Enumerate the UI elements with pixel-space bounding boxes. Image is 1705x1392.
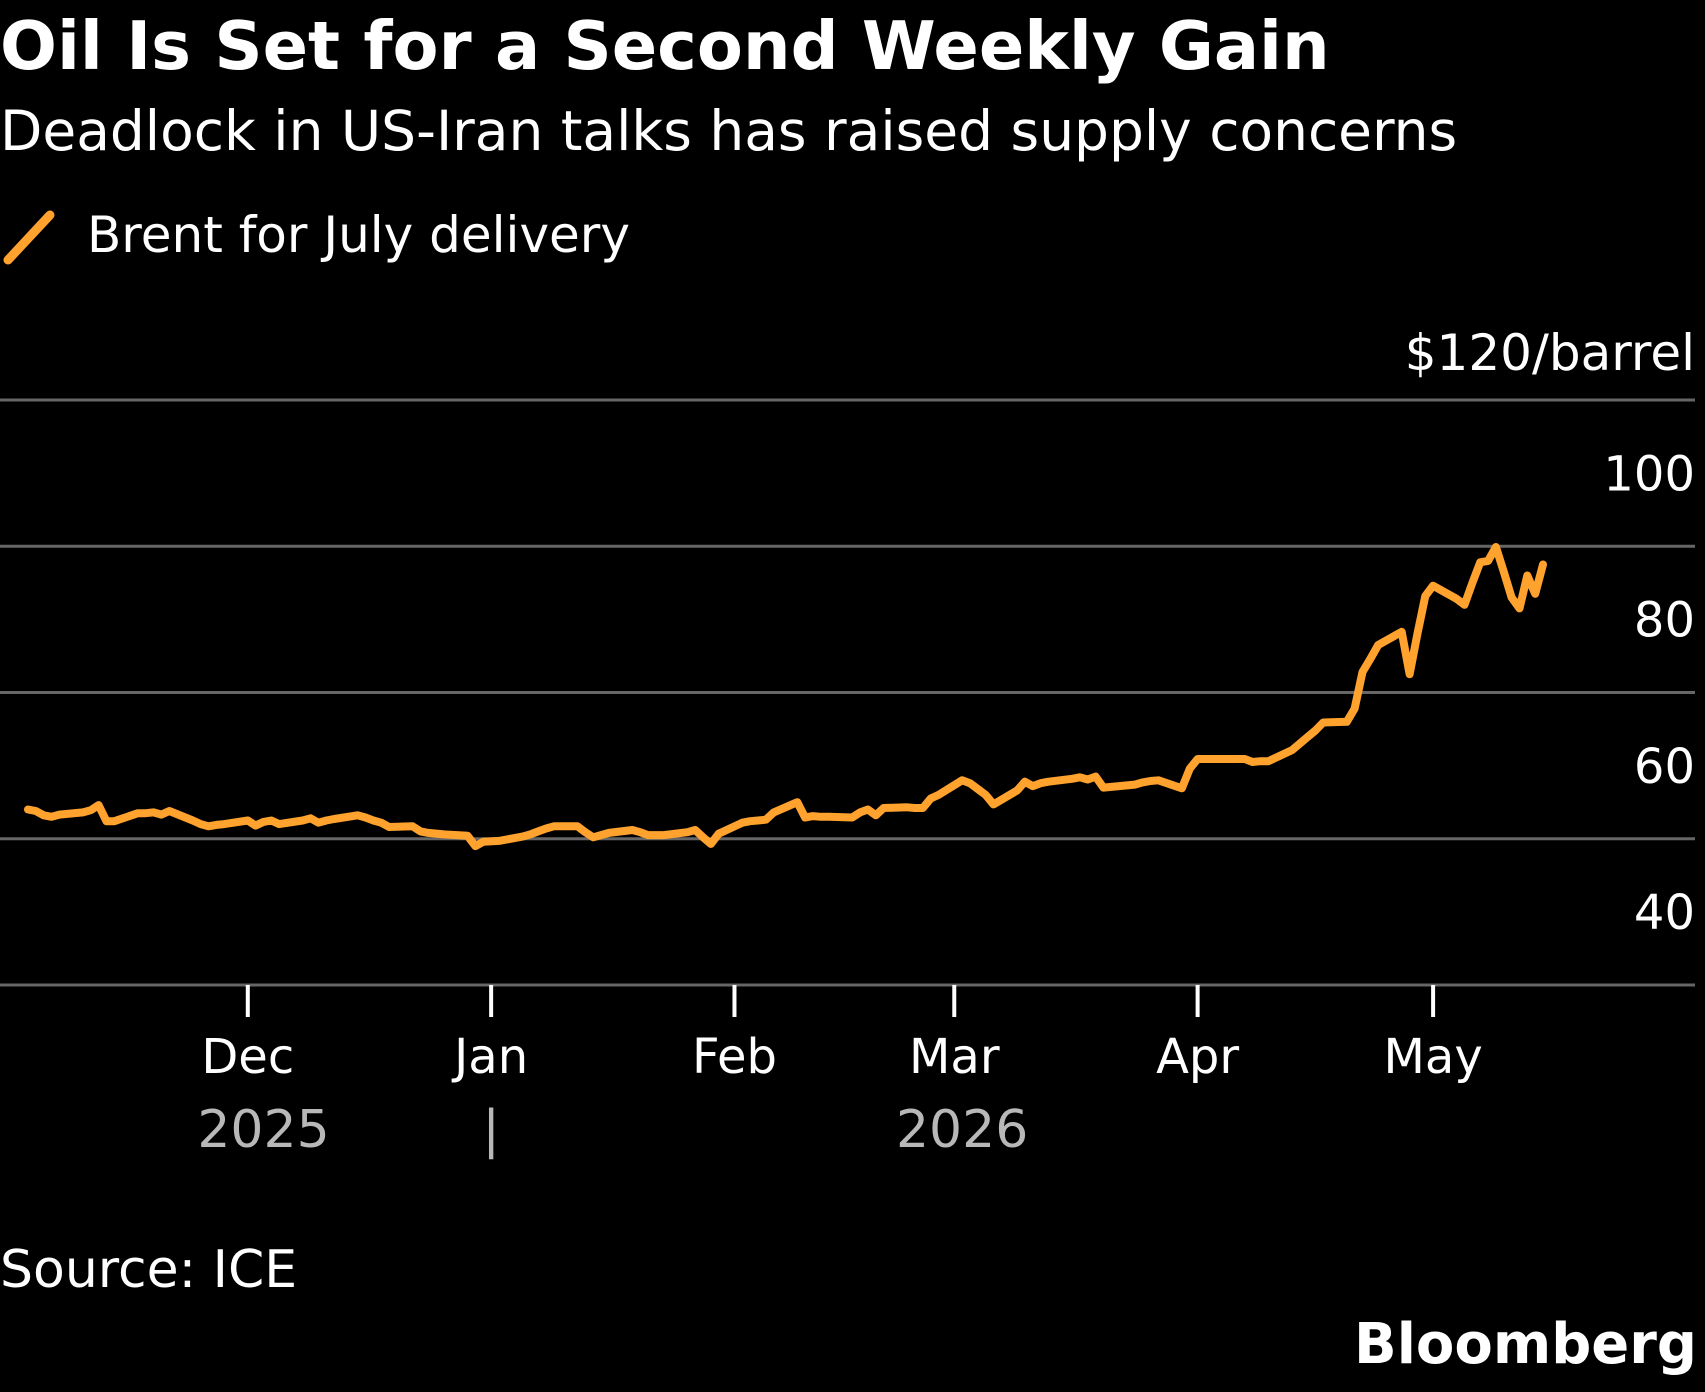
year-label-2: 2026 <box>896 1100 1028 1160</box>
legend-label-brent: Brent for July delivery <box>87 206 630 264</box>
source-note: Source: ICE <box>0 1240 298 1300</box>
year-label-0: 2025 <box>197 1100 329 1160</box>
y-tick-label-100: 100 <box>1603 446 1695 502</box>
chart-title: Oil Is Set for a Second Weekly Gain <box>0 7 1330 85</box>
chart-subtitle: Deadlock in US-Iran talks has raised sup… <box>0 99 1458 163</box>
x-tick-label-feb: Feb <box>692 1029 777 1085</box>
legend-line-icon <box>3 210 55 265</box>
x-tick-label-dec: Dec <box>201 1029 294 1085</box>
series-line-0 <box>24 543 1547 851</box>
legend: Brent for July delivery <box>0 200 630 270</box>
x-tick-label-may: May <box>1383 1029 1482 1085</box>
line-chart: 40 60 80 100 $120/barrel Dec Jan Feb Mar Apr May 20… <box>0 324 1695 1160</box>
x-tick-label-mar: Mar <box>909 1029 1000 1085</box>
bloomberg-logo: Bloomberg <box>1354 1312 1697 1377</box>
year-label-1: | <box>482 1100 500 1160</box>
y-tick-label-80: 80 <box>1634 593 1695 649</box>
x-tick-label-jan: Jan <box>451 1029 528 1085</box>
y-tick-label-40: 40 <box>1634 885 1695 941</box>
y-tick-label-60: 60 <box>1634 739 1695 795</box>
x-tick-label-apr: Apr <box>1156 1029 1239 1085</box>
y-tick-label-120: $120/barrel <box>1405 324 1695 382</box>
